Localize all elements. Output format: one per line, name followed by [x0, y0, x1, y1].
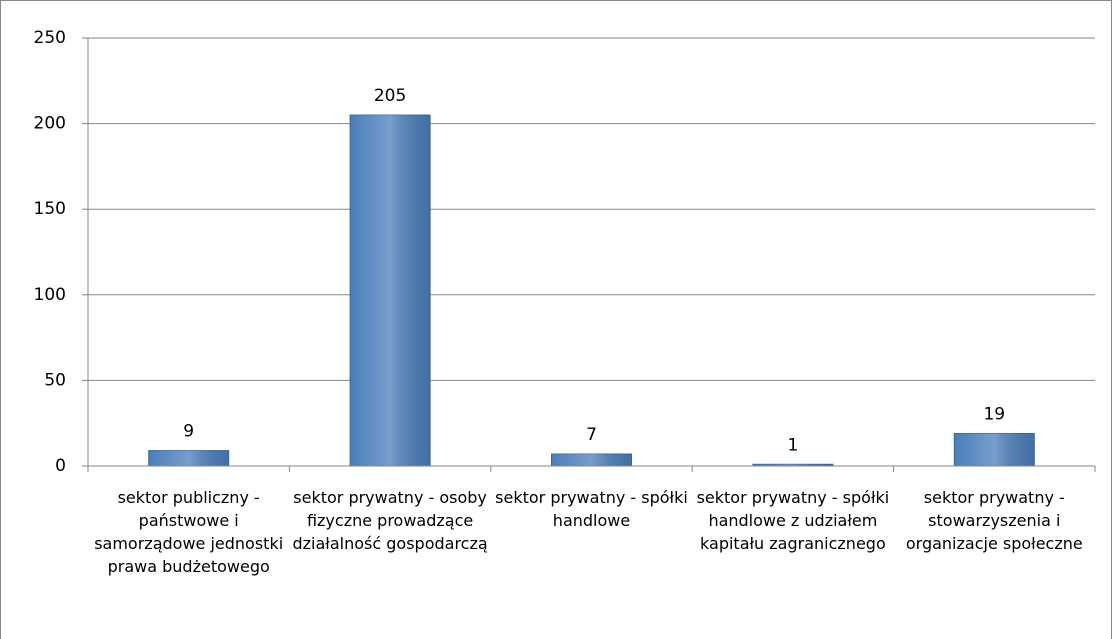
y-tick-label: 0 [55, 456, 66, 476]
bar [953, 432, 1035, 467]
data-label: 1 [787, 435, 798, 455]
y-tick-label: 100 [34, 285, 66, 305]
x-tick-label: sektor publiczny - państwowe i samorządo… [94, 488, 284, 576]
x-tick-label: sektor prywatny - stowarzyszenia i organ… [905, 488, 1083, 553]
data-label: 19 [983, 404, 1005, 424]
x-tick-label: sektor prywatny - spółki handlowe [495, 488, 688, 530]
y-tick-label: 250 [34, 28, 66, 48]
y-tick-label: 50 [44, 370, 66, 390]
bar [148, 450, 230, 467]
y-tick-label: 200 [34, 114, 66, 134]
x-tick-label: sektor prywatny - osoby fizyczne prowadz… [292, 488, 488, 553]
y-tick-label: 150 [34, 199, 66, 219]
data-label: 7 [586, 425, 597, 445]
data-label: 9 [183, 422, 194, 442]
bar [349, 114, 431, 467]
bar [551, 453, 632, 467]
data-label: 205 [374, 86, 406, 106]
x-tick-label: sektor prywatny - spółki handlowe z udzi… [696, 488, 890, 553]
